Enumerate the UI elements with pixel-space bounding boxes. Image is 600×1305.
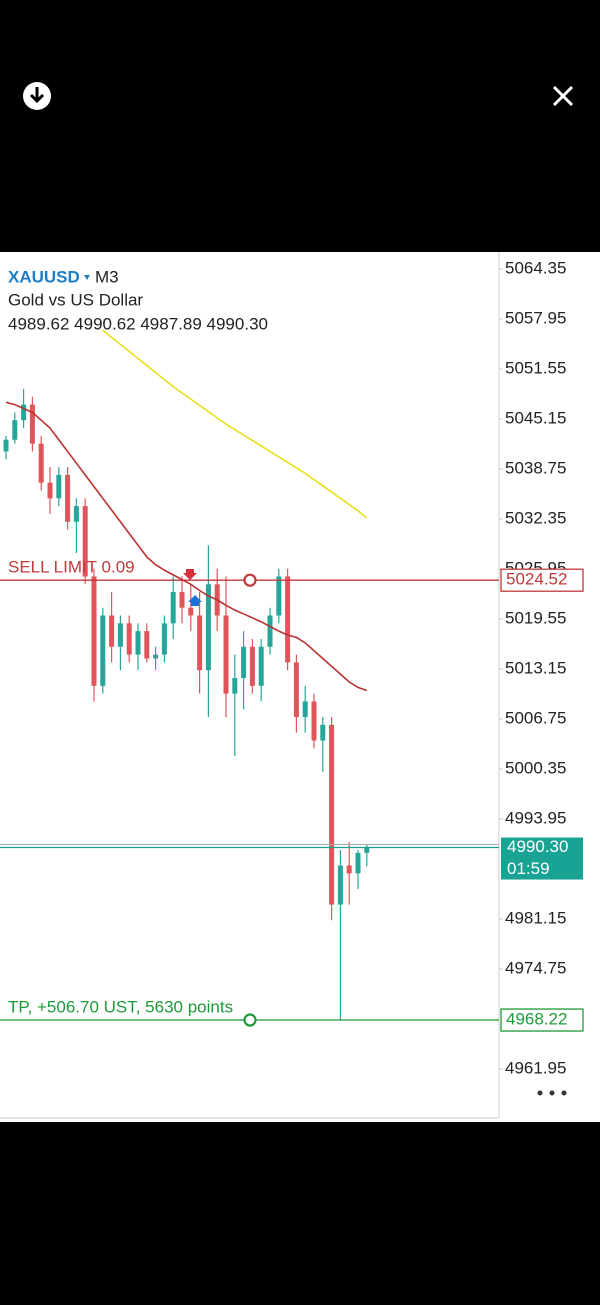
candle-body [161,623,167,655]
candle-body [364,847,370,853]
candle-body [267,615,273,647]
candle-body [56,474,62,499]
candle-body [302,701,308,718]
candle-body [258,646,264,686]
candle-body [337,865,343,905]
dot [537,1090,543,1096]
candle-body [29,404,35,444]
candle-body [170,592,176,624]
candle-body [100,615,106,686]
chart-area [0,252,600,1122]
dot [549,1090,555,1096]
price-box [500,1008,584,1032]
candle-body [232,678,238,694]
y-tick-label: 4961.95 [505,1059,566,1078]
y-tick-label: 5019.55 [505,609,566,628]
candle-body [12,420,18,440]
candle-body [179,592,185,608]
download-arrow [29,87,45,104]
close-button[interactable] [552,85,574,107]
candle-body [91,576,97,686]
price-box-label: 5024.52 [506,570,567,589]
level-handle [243,1013,257,1027]
price-box [501,837,583,880]
more-menu[interactable] [537,1090,567,1096]
candle-body [38,443,44,483]
y-tick-label: 5045.15 [505,409,566,428]
buy-marker [188,595,202,606]
candle-body [276,576,282,616]
y-tick-label: 5057.95 [505,309,566,328]
ohlc: 4989.62 4990.62 4987.89 4990.30 [8,314,268,333]
y-tick-label: 5006.75 [505,709,566,728]
candle-body [109,615,115,647]
candle-body [3,439,9,452]
moving-average [102,329,368,519]
level-label: SELL LIMIT 0.09 [8,558,135,577]
y-tick-label: 4993.95 [505,809,566,828]
dot [561,1090,567,1096]
download-button[interactable] [23,82,51,110]
y-tick-label: 5038.75 [505,459,566,478]
y-tick-label: 5013.15 [505,659,566,678]
y-tick-label: 5051.55 [505,359,566,378]
price-box-label: 4968.22 [506,1010,567,1029]
candle-body [117,623,123,647]
countdown: 01:59 [507,859,550,878]
symbol-dropdown[interactable] [84,275,90,280]
candle-body [82,506,88,577]
candle-body [197,615,203,671]
candle-body [126,623,132,655]
candle-body [153,654,159,659]
level-label: TP, +506.70 UST, 5630 points [8,998,233,1017]
symbol[interactable]: XAUUSD [8,267,80,286]
candle-body [223,615,229,694]
candle-body [329,724,335,905]
candle-body [205,584,211,671]
sell-marker [183,569,197,580]
timeframe[interactable]: M3 [95,267,119,286]
y-tick-label: 4974.75 [505,959,566,978]
description: Gold vs US Dollar [8,290,143,309]
candle-body [21,404,27,421]
y-tick-label: 5000.35 [505,759,566,778]
candle-body [346,865,352,874]
candle-body [285,576,291,663]
candle-body [293,662,299,718]
level-handle [243,573,257,587]
candle-body [320,724,326,741]
candle-body [144,631,150,659]
candle-body [47,482,53,499]
candle-body [355,852,361,874]
y-tick-label: 5064.35 [505,259,566,278]
candle-body [188,607,194,616]
plot: 5064.35 5057.95 5051.55 5045.15 5038.75 5032.… [0,259,584,1078]
y-tick-label: 5032.35 [505,509,566,528]
candle-body [65,474,71,522]
moving-average [5,401,368,692]
candle-body [241,646,247,679]
candle-body [73,506,79,522]
candle-body [135,631,141,655]
candle-body [249,646,255,686]
y-tick-label: 4981.15 [505,909,566,928]
price-box-label: 4990.30 [507,837,568,856]
candle-body [311,701,317,741]
price-box [500,568,584,592]
